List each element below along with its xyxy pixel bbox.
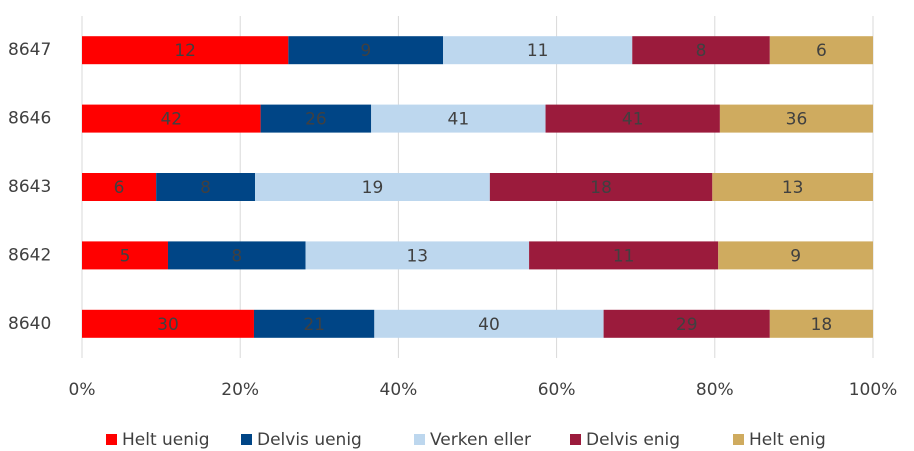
x-tick-label: 0% bbox=[69, 380, 96, 400]
bar bbox=[82, 104, 261, 133]
legend-label: Verken eller bbox=[430, 430, 531, 450]
legend-label: Helt enig bbox=[749, 430, 826, 450]
bar bbox=[82, 36, 289, 65]
bar bbox=[82, 309, 254, 338]
y-tick-label: 8646 bbox=[8, 109, 51, 129]
bar bbox=[305, 241, 530, 270]
data-label: 21 bbox=[303, 315, 325, 335]
legend-swatch bbox=[570, 434, 581, 445]
legend-swatch bbox=[106, 434, 117, 445]
data-label: 41 bbox=[622, 110, 644, 130]
data-label: 9 bbox=[360, 41, 371, 61]
bar bbox=[374, 309, 604, 338]
data-label: 12 bbox=[174, 41, 196, 61]
bar bbox=[156, 173, 256, 201]
bar bbox=[712, 173, 873, 201]
bar bbox=[769, 36, 873, 65]
bar bbox=[253, 309, 375, 338]
bar bbox=[769, 309, 873, 338]
legend-label: Delvis uenig bbox=[257, 430, 362, 450]
y-tick-label: 8643 bbox=[8, 177, 51, 197]
data-label: 6 bbox=[816, 41, 827, 61]
x-tick-label: 40% bbox=[380, 380, 418, 400]
bar bbox=[260, 104, 372, 133]
data-label: 18 bbox=[590, 178, 612, 198]
legend-label: Helt uenig bbox=[122, 430, 210, 450]
bar bbox=[529, 241, 719, 270]
data-label: 13 bbox=[406, 246, 428, 266]
bar bbox=[719, 104, 873, 133]
bar bbox=[371, 104, 546, 133]
data-label: 30 bbox=[157, 315, 179, 335]
data-label: 18 bbox=[811, 315, 833, 335]
y-tick-label: 8642 bbox=[8, 245, 51, 265]
data-label: 11 bbox=[613, 246, 635, 266]
data-label: 19 bbox=[362, 178, 384, 198]
data-label: 8 bbox=[696, 41, 707, 61]
x-tick-label: 100% bbox=[849, 380, 898, 400]
bar bbox=[255, 173, 490, 201]
data-label: 6 bbox=[114, 178, 125, 198]
bar bbox=[718, 241, 873, 270]
bar bbox=[632, 36, 770, 65]
bar bbox=[82, 173, 157, 201]
bar bbox=[603, 309, 770, 338]
bar bbox=[82, 241, 168, 270]
data-label: 8 bbox=[200, 178, 211, 198]
bar bbox=[489, 173, 713, 201]
y-tick-label: 8640 bbox=[8, 314, 51, 334]
x-tick-label: 80% bbox=[696, 380, 734, 400]
x-tick-label: 60% bbox=[538, 380, 576, 400]
legend-swatch bbox=[414, 434, 425, 445]
y-tick-label: 8647 bbox=[8, 40, 51, 60]
data-label: 36 bbox=[786, 110, 808, 130]
data-label: 26 bbox=[305, 110, 327, 130]
data-label: 9 bbox=[790, 246, 801, 266]
legend-swatch bbox=[733, 434, 744, 445]
data-label: 41 bbox=[448, 110, 470, 130]
bar bbox=[167, 241, 306, 270]
data-label: 8 bbox=[231, 246, 242, 266]
data-label: 40 bbox=[478, 315, 500, 335]
bar bbox=[288, 36, 444, 65]
data-label: 5 bbox=[120, 246, 131, 266]
data-label: 11 bbox=[527, 41, 549, 61]
legend-label: Delvis enig bbox=[586, 430, 680, 450]
x-tick-label: 20% bbox=[221, 380, 259, 400]
legend-swatch bbox=[241, 434, 252, 445]
data-label: 42 bbox=[160, 110, 182, 130]
data-label: 29 bbox=[676, 315, 698, 335]
bar bbox=[443, 36, 633, 65]
data-label: 13 bbox=[782, 178, 804, 198]
bar bbox=[545, 104, 720, 133]
